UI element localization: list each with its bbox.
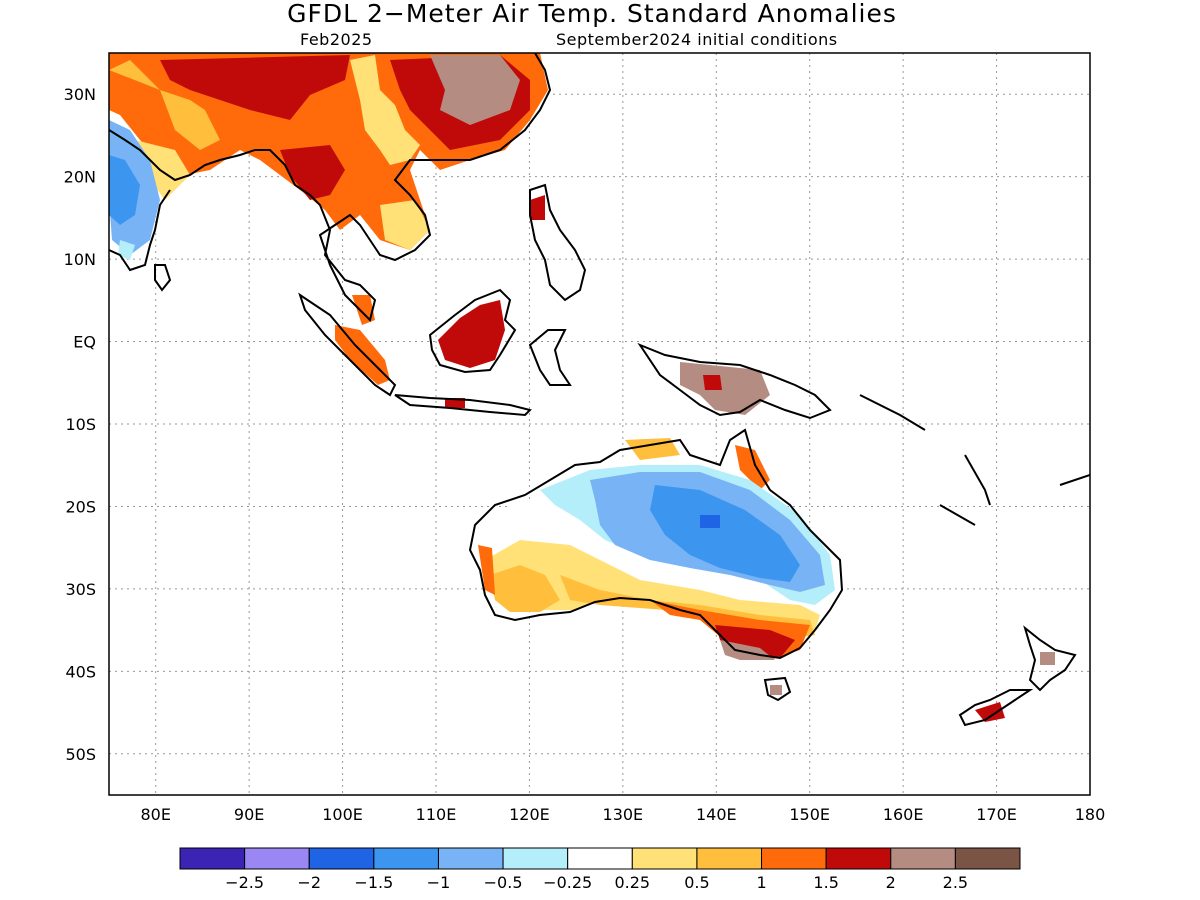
newguinea-brown (680, 362, 770, 415)
lon-tick-label: 80E (140, 805, 170, 824)
lon-tick-label: 110E (416, 805, 457, 824)
australia-north-warm (735, 445, 770, 490)
colorbar-swatch (631, 847, 698, 870)
srilanka-coastline (154, 264, 172, 292)
map-plot-area (109, 53, 1090, 795)
australia-cooler-region (650, 485, 800, 582)
colorbar-swatch (179, 847, 246, 870)
sumatra-coastline (298, 292, 397, 397)
colorbar-label: −1.5 (354, 873, 393, 892)
australia-west-warm (478, 545, 495, 595)
lon-tick-label: 180 (1075, 805, 1106, 824)
colorbar-swatch (696, 847, 763, 870)
colorbar-swatch (437, 847, 504, 870)
colorbar-label: −0.25 (543, 873, 592, 892)
lat-tick-label: 30S (65, 580, 96, 599)
valid-month-label: Feb2025 (300, 30, 373, 49)
asia-coastline (109, 53, 552, 322)
tasmania-coastline (763, 676, 792, 702)
tasmania-brown (770, 685, 782, 695)
asia-orange-region (109, 60, 220, 150)
lat-tick-label: 50S (65, 745, 96, 764)
lat-tick-label: 20S (65, 497, 96, 516)
newguinea-coastline (637, 342, 832, 420)
colorbar-swatch (567, 847, 633, 870)
newzealand-north-coastline (1023, 625, 1077, 692)
colorbar-label: −0.5 (484, 873, 523, 892)
sulawesi-coastline (528, 329, 572, 386)
lon-tick-label: 150E (789, 805, 830, 824)
asia-yellow-region (350, 55, 420, 165)
colorbar-label: 2 (886, 873, 896, 892)
latitude-tick-labels: 30N 20N 10N EQ 10S 20S 30S 40S 50S (64, 85, 96, 764)
lon-tick-label: 120E (509, 805, 550, 824)
lat-tick-label: 10S (65, 415, 96, 434)
borneo-darkred (438, 300, 505, 368)
lon-tick-label: 160E (883, 805, 924, 824)
coastlines (109, 53, 1090, 727)
newguinea-red (703, 375, 722, 390)
india-coastline (109, 189, 171, 272)
lon-tick-label: 90E (234, 805, 264, 824)
colorbar-label: 1 (756, 873, 766, 892)
map-gridlines (109, 53, 1090, 795)
india-yellow-region (135, 140, 190, 200)
colorbar-label: −1 (427, 873, 451, 892)
colorbar-label: 0.5 (684, 873, 709, 892)
indochina-darkred (280, 145, 345, 200)
colorbar-swatch (502, 847, 569, 870)
colorbar-swatch (308, 847, 375, 870)
lon-tick-label: 140E (696, 805, 737, 824)
newzealand-south-coastline (958, 689, 1034, 727)
colorbar-swatch (954, 847, 1021, 870)
colorbar-label: 0.25 (614, 873, 650, 892)
australia-north-orange (625, 438, 680, 460)
lon-tick-label: 130E (603, 805, 644, 824)
colorbar-swatch (761, 847, 827, 870)
asia-darkred-region (160, 55, 350, 120)
colorbar-swatch (373, 847, 439, 870)
lat-tick-label: 30N (64, 85, 96, 104)
china-brown-region (430, 55, 520, 125)
colorbar-label: −2.5 (225, 873, 264, 892)
philippines-coastline (529, 183, 587, 302)
java-coastline (394, 394, 532, 417)
colorbar-swatch (244, 847, 310, 870)
india-white-region (118, 240, 135, 260)
australia-coldest-spot (700, 515, 720, 528)
lon-tick-label: 100E (322, 805, 363, 824)
newzealand-darkred (975, 702, 1005, 722)
lat-tick-label: 20N (64, 168, 96, 187)
longitude-tick-labels: 80E 90E 100E 110E 120E 130E 140E 150E 160E 170E 18… (140, 805, 1105, 824)
initial-conditions-label: September2024 initial conditions (556, 30, 838, 49)
australia-orange-region (490, 565, 560, 612)
colorbar-swatch (890, 847, 956, 870)
newzealand-brown (1040, 652, 1055, 665)
pacific-islands-coastline (859, 394, 1090, 526)
colorbar: −2.5 −2 −1.5 −1 −0.5 −0.25 0.25 0.5 1 1.5 2 2.5 (179, 847, 1021, 892)
colorbar-swatch (825, 847, 892, 870)
asia-yellow-region-2 (380, 200, 430, 250)
lat-tick-label: 40S (65, 662, 96, 681)
colorbar-label: 1.5 (813, 873, 838, 892)
colorbar-label: −2 (297, 873, 321, 892)
sumatra-warm (335, 325, 390, 385)
anomaly-shading (109, 53, 1055, 722)
philippines-darkred (530, 195, 545, 220)
india-coolest-region (109, 155, 140, 225)
australia-yellow-region (485, 540, 820, 630)
borneo-coastline (428, 288, 517, 374)
map-title: GFDL 2−Meter Air Temp. Standard Anomalie… (287, 0, 897, 28)
lon-tick-label: 170E (976, 805, 1017, 824)
australia-southeast-darkred (715, 625, 795, 658)
colorbar-label: 2.5 (943, 873, 968, 892)
lat-tick-label: EQ (73, 333, 96, 352)
plot-frame (108, 52, 1091, 796)
malaya-warm (352, 295, 375, 325)
lat-tick-label: 10N (64, 250, 96, 269)
australia-coastline (468, 428, 844, 660)
